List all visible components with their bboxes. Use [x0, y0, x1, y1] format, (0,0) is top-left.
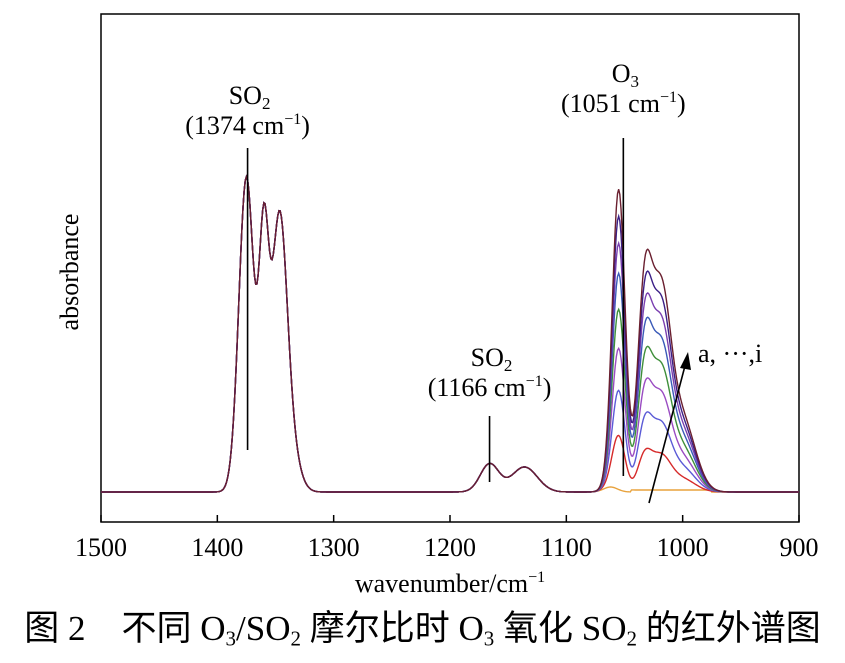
- x-axis-label-exp: −1: [528, 569, 545, 586]
- caption-fig-number: 图 2: [24, 609, 86, 648]
- peak-label-species: SO2: [229, 81, 271, 113]
- y-axis-label: absorbance: [55, 214, 84, 331]
- x-axis-label: wavenumber/cm−1: [355, 569, 545, 598]
- ir-spectrum-chart: 1500 1400 1300 1200 1100 1000 900 SO2(1374 cm−…: [55, 13, 819, 598]
- caption-sub-4: 2: [626, 626, 638, 651]
- x-tick-label: 1200: [424, 533, 476, 562]
- peak-label-species: SO2: [471, 343, 513, 375]
- x-tick-label: 1300: [308, 533, 360, 562]
- series-layer: [101, 174, 799, 493]
- caption-sub-2: 2: [290, 626, 301, 651]
- x-tick-layer: 1500 1400 1300 1200 1100 1000 900: [75, 515, 819, 562]
- annotation-layer: SO2(1374 cm−1)SO2(1166 cm−1)O3(1051 cm−1…: [185, 59, 762, 504]
- x-tick-label: 900: [780, 533, 819, 562]
- caption-text-5: 的红外谱图: [637, 609, 821, 648]
- series-range-label: a, ···,i: [698, 339, 762, 368]
- x-tick-label: 1400: [191, 533, 243, 562]
- caption-sub-1: 3: [225, 626, 237, 651]
- caption-text-1: 不同 O: [121, 609, 226, 648]
- x-tick-label: 1100: [541, 533, 592, 562]
- x-tick-label: 1000: [657, 533, 709, 562]
- spectrum-line: [101, 174, 799, 493]
- peak-label-position: (1166 cm−1): [428, 373, 552, 402]
- x-tick-label: 1500: [75, 533, 127, 562]
- figure-caption: 图 2 不同 O3/SO2 摩尔比时 O3 氧化 SO2 的红外谱图: [0, 604, 845, 654]
- series-arrow-head: [680, 352, 691, 370]
- caption-text-2: /SO: [236, 609, 291, 648]
- caption-sub-3: 3: [483, 626, 495, 651]
- peak-label-species: O3: [612, 59, 639, 91]
- peak-label-position: (1051 cm−1): [561, 89, 686, 118]
- x-axis-label-text: wavenumber/cm: [355, 569, 528, 598]
- caption-text-3: 摩尔比时 O: [300, 609, 484, 648]
- peak-label-position: (1374 cm−1): [185, 111, 310, 140]
- caption-text-4: 氧化 SO: [494, 609, 627, 648]
- series-arrow: [648, 361, 687, 504]
